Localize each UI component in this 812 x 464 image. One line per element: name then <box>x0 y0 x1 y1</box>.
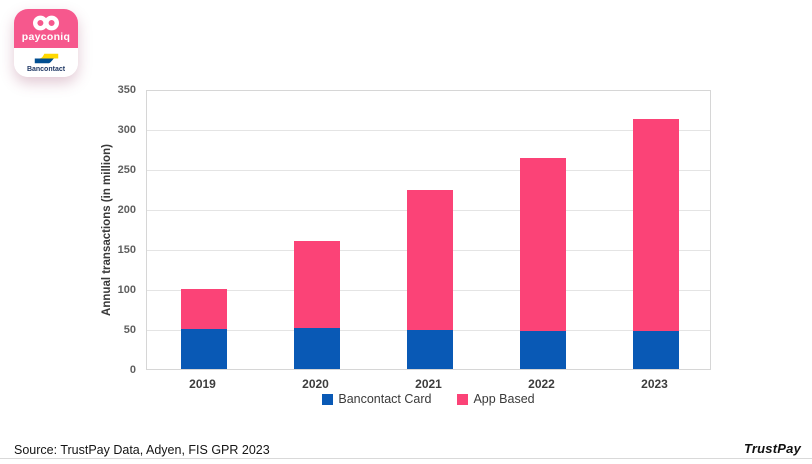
y-axis-tick-label: 0 <box>129 364 136 376</box>
bancontact-wordmark: Bancontact <box>26 65 66 73</box>
legend-swatch-app-based <box>457 393 469 405</box>
bottom-divider <box>0 458 812 459</box>
bar-segment-2021-app-based <box>406 189 453 330</box>
bar-2019 <box>180 289 227 369</box>
bar-2022 <box>519 157 566 369</box>
bancontact-logo-section: Bancontact <box>14 48 78 77</box>
bar-segment-2022-app-based <box>519 157 566 331</box>
bancontact-icon <box>33 53 60 64</box>
y-axis-tick-label: 300 <box>117 124 136 136</box>
legend-item-bancontact-card: Bancontact Card <box>322 392 431 406</box>
bar-2023 <box>632 118 679 369</box>
y-axis-tick-label: 50 <box>123 324 136 336</box>
payconiq-wordmark: payconiq <box>21 30 71 43</box>
plot-area <box>146 90 711 370</box>
bar-segment-2023-app-based <box>632 118 679 332</box>
y-axis-tick-label: 250 <box>117 164 136 176</box>
legend-label: Bancontact Card <box>338 392 432 406</box>
x-axis-label-2023: 2023 <box>641 377 668 391</box>
bar-2020 <box>293 241 340 369</box>
x-axis-label-2019: 2019 <box>189 377 216 391</box>
source-text: Source: TrustPay Data, Adyen, FIS GPR 20… <box>14 443 270 457</box>
x-axis-label-2021: 2021 <box>415 377 442 391</box>
infinity-icon <box>28 15 64 31</box>
x-axis-label-2020: 2020 <box>302 377 329 391</box>
bar-2021 <box>406 189 453 369</box>
legend-label: App Based <box>473 392 535 406</box>
x-axis-label-2022: 2022 <box>528 377 555 391</box>
gridline <box>147 170 710 171</box>
y-axis-tick-label: 150 <box>117 244 136 256</box>
payconiq-logo-section: payconiq <box>14 9 78 48</box>
chart-legend: Bancontact Card App Based <box>146 392 711 406</box>
bar-segment-2021-bancontact-card <box>406 329 453 369</box>
legend-item-app-based: App Based <box>457 392 535 406</box>
legend-swatch-bancontact-card <box>322 393 334 405</box>
bar-segment-2020-bancontact-card <box>293 328 340 369</box>
trustpay-wordmark: TrustPay <box>744 441 801 456</box>
bar-segment-2019-app-based <box>180 289 227 329</box>
y-axis-tick-label: 200 <box>117 204 136 216</box>
bar-segment-2019-bancontact-card <box>180 329 227 369</box>
y-axis-tick-label: 100 <box>117 284 136 296</box>
bar-segment-2023-bancontact-card <box>632 331 679 369</box>
y-axis-tick-label: 350 <box>117 84 136 96</box>
bar-segment-2020-app-based <box>293 241 340 329</box>
gridline <box>147 130 710 131</box>
bar-segment-2022-bancontact-card <box>519 330 566 369</box>
payconiq-bancontact-logo: payconiq Bancontact <box>14 9 78 77</box>
